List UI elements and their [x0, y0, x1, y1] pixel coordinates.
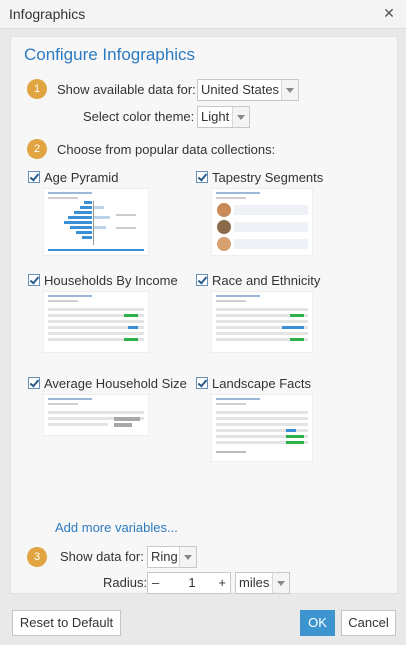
shape-value: Ring	[151, 549, 178, 564]
cancel-button[interactable]: Cancel	[341, 610, 396, 636]
decrement-button[interactable]: –	[152, 575, 160, 590]
checkbox-age-pyramid[interactable]	[28, 171, 40, 183]
radius-stepper[interactable]: – 1 +	[147, 572, 231, 594]
radius-label: Radius:	[103, 575, 148, 590]
show-data-for-label: Show available data for:	[57, 82, 196, 97]
reset-to-default-button[interactable]: Reset to Default	[12, 610, 121, 636]
radius-value[interactable]: 1	[188, 575, 196, 590]
ok-button[interactable]: OK	[300, 610, 335, 636]
landscape-facts-thumbnail	[211, 394, 313, 462]
households-by-income-thumbnail	[43, 291, 149, 353]
collections-label: Choose from popular data collections:	[57, 142, 276, 157]
checkbox-households-by-income[interactable]	[28, 274, 40, 286]
average-household-size-thumbnail	[43, 394, 149, 436]
step-2-badge: 2	[27, 139, 47, 159]
page-title: Configure Infographics	[24, 45, 196, 64]
checkbox-race-and-ethnicity[interactable]	[196, 274, 208, 286]
tapestry-segments-thumbnail	[211, 188, 313, 256]
chevron-down-icon	[281, 80, 298, 100]
collection-label-age-pyramid: Age Pyramid	[44, 170, 119, 185]
add-more-variables-link[interactable]: Add more variables...	[55, 520, 178, 535]
checkbox-average-household-size[interactable]	[28, 377, 40, 389]
chevron-down-icon	[232, 107, 249, 127]
shape-select[interactable]: Ring	[147, 546, 197, 568]
color-theme-label: Select color theme:	[83, 109, 195, 124]
collection-label-race-and-ethnicity: Race and Ethnicity	[212, 273, 321, 288]
color-theme-value: Light	[201, 109, 230, 124]
race-and-ethnicity-thumbnail	[211, 291, 313, 353]
country-value: United States	[201, 82, 280, 97]
units-select[interactable]: miles	[235, 572, 290, 594]
close-icon[interactable]: ✕	[383, 5, 395, 21]
color-theme-select[interactable]: Light	[197, 106, 250, 128]
window-title: Infographics	[9, 6, 86, 22]
checkbox-tapestry-segments[interactable]	[196, 171, 208, 183]
country-select[interactable]: United States	[197, 79, 299, 101]
title-bar: Infographics ✕	[0, 0, 406, 29]
checkbox-landscape-facts[interactable]	[196, 377, 208, 389]
units-value: miles	[239, 575, 270, 590]
chevron-down-icon	[179, 547, 196, 567]
increment-button[interactable]: +	[218, 575, 226, 590]
show-data-for-shape-label: Show data for:	[60, 549, 144, 564]
step-3-badge: 3	[27, 547, 47, 567]
age-pyramid-thumbnail	[43, 188, 149, 256]
chevron-down-icon	[272, 573, 289, 593]
collection-label-average-household-size: Average Household Size	[44, 376, 187, 391]
collection-label-landscape-facts: Landscape Facts	[212, 376, 312, 391]
collection-label-tapestry-segments: Tapestry Segments	[212, 170, 324, 185]
collection-label-households-by-income: Households By Income	[44, 273, 178, 288]
step-1-badge: 1	[27, 79, 47, 99]
